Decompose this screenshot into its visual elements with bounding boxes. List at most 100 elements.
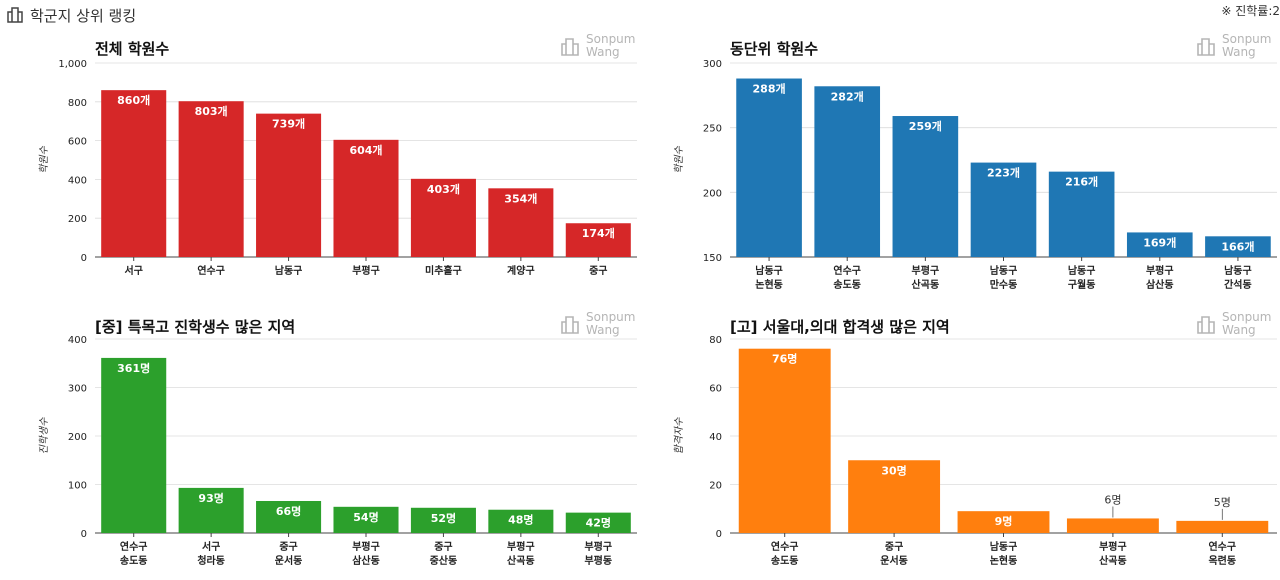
bar: [848, 460, 941, 533]
bar: [1066, 518, 1159, 533]
x-tick-label: 연수구: [833, 264, 861, 277]
y-tick-label: 400: [68, 335, 87, 346]
y-tick-label: 250: [703, 124, 722, 135]
brand-line1: Sonpum: [586, 32, 636, 46]
data-label: 803개: [195, 104, 228, 118]
bar: [256, 113, 322, 257]
y-tick-label: 400: [68, 175, 87, 186]
y-tick-label: 100: [68, 481, 87, 492]
y-tick-label: 600: [68, 137, 87, 148]
data-label: 93명: [198, 491, 223, 505]
x-tick-label: 산곡동: [1099, 554, 1127, 567]
x-tick-label: 삼산동: [352, 554, 380, 567]
brand-line2: Wang: [586, 45, 620, 59]
brand-logo-icon: [1197, 38, 1215, 56]
y-tick-label: 0: [716, 529, 722, 540]
y-tick-label: 150: [703, 253, 722, 264]
bar: [101, 90, 167, 257]
data-label: 259개: [909, 119, 942, 133]
brand-watermark: Sonpum Wang: [560, 311, 638, 340]
bar: [814, 86, 881, 257]
bar: [957, 511, 1050, 533]
y-tick-label: 0: [81, 253, 87, 264]
data-label: 288개: [753, 82, 786, 96]
data-label: 6명: [1104, 493, 1121, 506]
x-tick-label: 부평구: [352, 264, 380, 277]
x-tick-label: 만수동: [990, 278, 1018, 291]
y-tick-label: 20: [709, 481, 722, 492]
x-tick-label: 부평구: [912, 264, 940, 277]
x-tick-label: 간석동: [1224, 278, 1252, 291]
x-tick-label: 연수구: [1208, 540, 1236, 553]
brand-text: Sonpum Wang: [1222, 33, 1271, 59]
data-label: 30명: [881, 463, 906, 477]
page-note: ※ 진학률:2: [1221, 4, 1280, 18]
x-tick-label: 구월동: [1068, 279, 1096, 291]
x-tick-label: 중구: [589, 265, 607, 277]
data-label: 604개: [349, 143, 382, 157]
chart-title: 전체 학원수: [95, 40, 170, 58]
data-label: 216개: [1065, 175, 1098, 189]
bar: [178, 487, 244, 533]
bar: [1205, 236, 1271, 257]
brand-logo-icon: [1197, 316, 1215, 334]
bar: [970, 162, 1037, 257]
x-tick-label: 남동구: [990, 540, 1018, 553]
y-tick-label: 0: [81, 529, 87, 540]
brand-watermark: Sonpum Wang: [1196, 33, 1274, 62]
data-label: 9명: [995, 514, 1013, 528]
x-tick-label: 중구: [279, 541, 297, 553]
bar: [736, 78, 802, 257]
chart-title: [고] 서울대,의대 합격생 많은 지역: [730, 318, 950, 336]
x-tick-label: 산곡동: [912, 278, 940, 291]
chart-title: [중] 특목고 진학생수 많은 지역: [95, 318, 296, 336]
y-tick-label: 1,000: [58, 59, 87, 70]
rank-icon: [7, 7, 23, 23]
brand-logo-icon: [561, 38, 579, 56]
x-tick-label: 남동구: [275, 264, 303, 277]
bar: [892, 116, 959, 257]
bar: [410, 178, 476, 257]
x-tick-label: 청라동: [197, 554, 225, 567]
panel-dong-academies: 동단위 학원수 Sonpum Wang 150 200 250 300 학원수 288개 남동…: [640, 30, 1280, 300]
brand-watermark: Sonpum Wang: [1196, 311, 1274, 340]
bar: [178, 101, 244, 257]
x-tick-label: 중구: [434, 541, 452, 553]
bar: [1126, 232, 1193, 257]
page-title: 학군지 상위 랭킹: [30, 7, 137, 25]
panel-total-academies: 전체 학원수 Sonpum Wang 0 200 400 600 800 1,000 학원수 8…: [0, 30, 640, 300]
panel-snu-medical: [고] 서울대,의대 합격생 많은 지역 Sonpum Wang 0 20 40 60 8…: [640, 308, 1280, 580]
data-label: 166개: [1221, 239, 1254, 253]
y-axis-label: 진학생수: [38, 417, 50, 455]
y-tick-label: 80: [709, 335, 722, 346]
data-label: 739개: [272, 117, 305, 131]
y-tick-label: 40: [709, 432, 722, 443]
y-tick-label: 200: [68, 214, 87, 225]
x-tick-label: 부평구: [1099, 540, 1127, 553]
brand-text: Sonpum Wang: [586, 33, 635, 59]
data-label: 403개: [427, 182, 460, 196]
data-label: 42명: [586, 516, 611, 530]
bar: [565, 512, 631, 533]
y-tick-label: 800: [68, 98, 87, 109]
y-tick-label: 200: [68, 432, 87, 443]
data-label: 66명: [276, 504, 301, 518]
brand-text: Sonpum Wang: [586, 311, 635, 337]
x-tick-label: 송도동: [120, 555, 148, 567]
brand-watermark: Sonpum Wang: [560, 33, 638, 62]
bar: [410, 507, 476, 533]
y-axis-label: 합격자수: [673, 417, 685, 455]
data-label: 169개: [1143, 235, 1176, 249]
x-tick-label: 연수구: [771, 540, 799, 553]
x-tick-label: 산곡동: [507, 554, 535, 567]
bar: [1176, 520, 1269, 533]
brand-line2: Wang: [1222, 323, 1256, 337]
brand-text: Sonpum Wang: [1222, 311, 1271, 337]
x-tick-label: 논현동: [755, 278, 783, 291]
data-label: 48명: [508, 513, 533, 527]
bar: [333, 506, 399, 533]
